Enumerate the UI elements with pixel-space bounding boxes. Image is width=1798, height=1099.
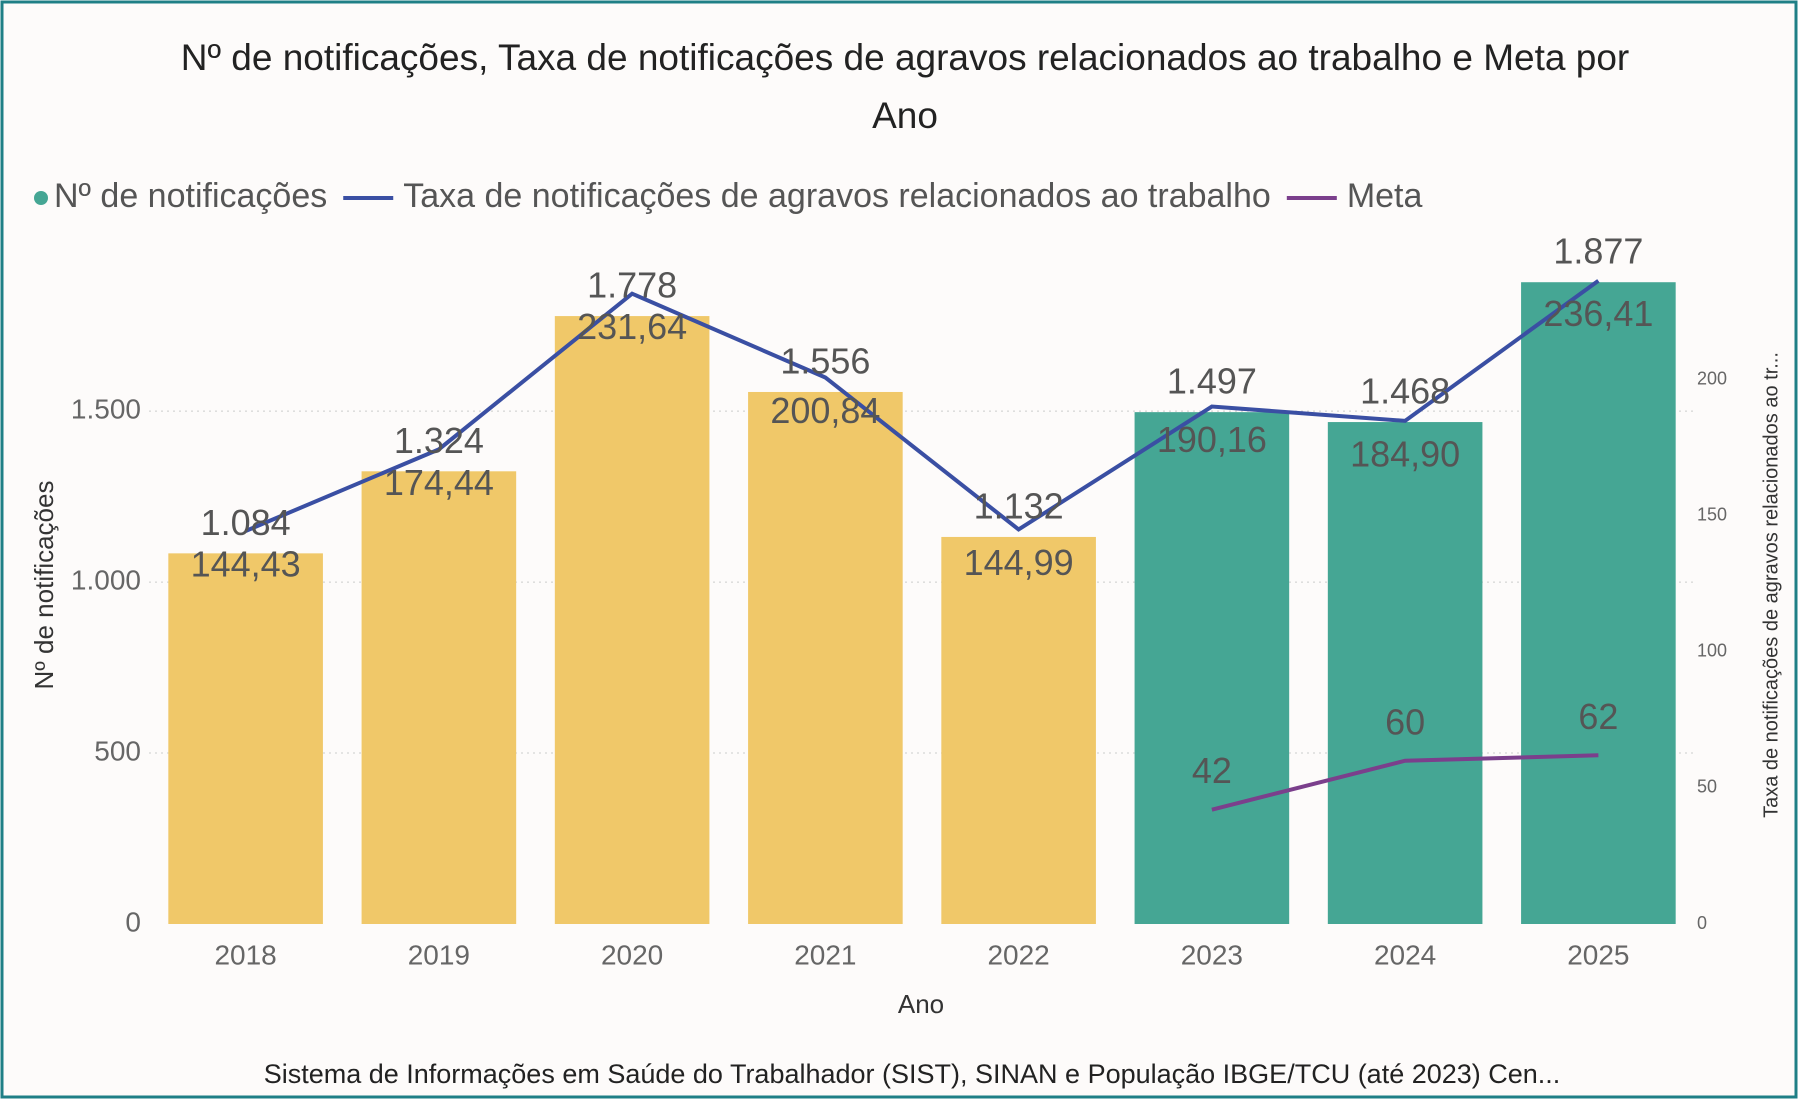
data-label: 184,90 bbox=[1350, 433, 1460, 474]
data-label: 1.468 bbox=[1360, 371, 1450, 412]
data-label: 1.497 bbox=[1167, 361, 1257, 402]
chart-title: Ano bbox=[872, 95, 938, 136]
data-label: 62 bbox=[1578, 696, 1618, 737]
y2-axis-title: Taxa de notificações de agravos relacion… bbox=[1760, 352, 1782, 818]
data-label: 1.556 bbox=[780, 340, 870, 381]
y-axis-title: Nº de notificações bbox=[29, 481, 59, 690]
y2-tick-label: 100 bbox=[1697, 641, 1727, 661]
bar bbox=[168, 553, 323, 924]
data-label: 42 bbox=[1192, 750, 1232, 791]
x-axis-title: Ano bbox=[898, 989, 944, 1019]
y2-tick-label: 0 bbox=[1697, 913, 1707, 933]
x-tick-label: 2019 bbox=[408, 939, 470, 970]
line bbox=[244, 279, 1600, 533]
x-tick-label: 2023 bbox=[1181, 939, 1243, 970]
y-tick-label: 1.500 bbox=[71, 394, 141, 425]
bar bbox=[941, 536, 1096, 924]
x-tick-label: 2018 bbox=[214, 939, 276, 970]
x-tick-label: 2020 bbox=[601, 939, 663, 970]
legend-label: Meta bbox=[1347, 177, 1423, 215]
chart-title: Nº de notificações, Taxa de notificações… bbox=[181, 37, 1630, 78]
x-tick-label: 2025 bbox=[1567, 939, 1629, 970]
data-label: 190,16 bbox=[1157, 419, 1267, 460]
bar bbox=[1134, 412, 1290, 924]
legend-label: Nº de notificações bbox=[54, 177, 327, 215]
bar bbox=[748, 391, 903, 924]
data-label: 60 bbox=[1385, 701, 1425, 742]
y-tick-label: 500 bbox=[94, 735, 141, 766]
y2-tick-label: 150 bbox=[1697, 505, 1727, 525]
data-label: 200,84 bbox=[770, 390, 880, 431]
legend-marker bbox=[34, 191, 48, 205]
data-label: 174,44 bbox=[384, 462, 494, 503]
y2-tick-label: 50 bbox=[1697, 777, 1717, 797]
data-label: 144,99 bbox=[964, 542, 1074, 583]
bar bbox=[554, 316, 710, 924]
data-label: 1.084 bbox=[201, 502, 291, 543]
source-note: Sistema de Informações em Saúde do Traba… bbox=[264, 1059, 1561, 1089]
data-label: 231,64 bbox=[577, 306, 687, 347]
data-label: 1.877 bbox=[1553, 231, 1643, 272]
data-label: 236,41 bbox=[1543, 293, 1653, 334]
x-tick-label: 2021 bbox=[794, 939, 856, 970]
data-label: 144,43 bbox=[191, 544, 301, 585]
y2-tick-label: 200 bbox=[1697, 369, 1727, 389]
x-tick-label: 2024 bbox=[1374, 939, 1436, 970]
bar bbox=[361, 471, 517, 924]
y-tick-label: 0 bbox=[125, 906, 141, 937]
legend-label: Taxa de notificações de agravos relacion… bbox=[403, 177, 1271, 215]
data-label: 1.132 bbox=[974, 485, 1064, 526]
y-tick-label: 1.000 bbox=[71, 564, 141, 595]
x-tick-label: 2022 bbox=[987, 939, 1049, 970]
line bbox=[1211, 753, 1599, 812]
bar bbox=[1521, 282, 1676, 925]
bar bbox=[1327, 422, 1483, 924]
data-label: 1.324 bbox=[394, 420, 484, 461]
data-label: 1.778 bbox=[587, 265, 677, 306]
